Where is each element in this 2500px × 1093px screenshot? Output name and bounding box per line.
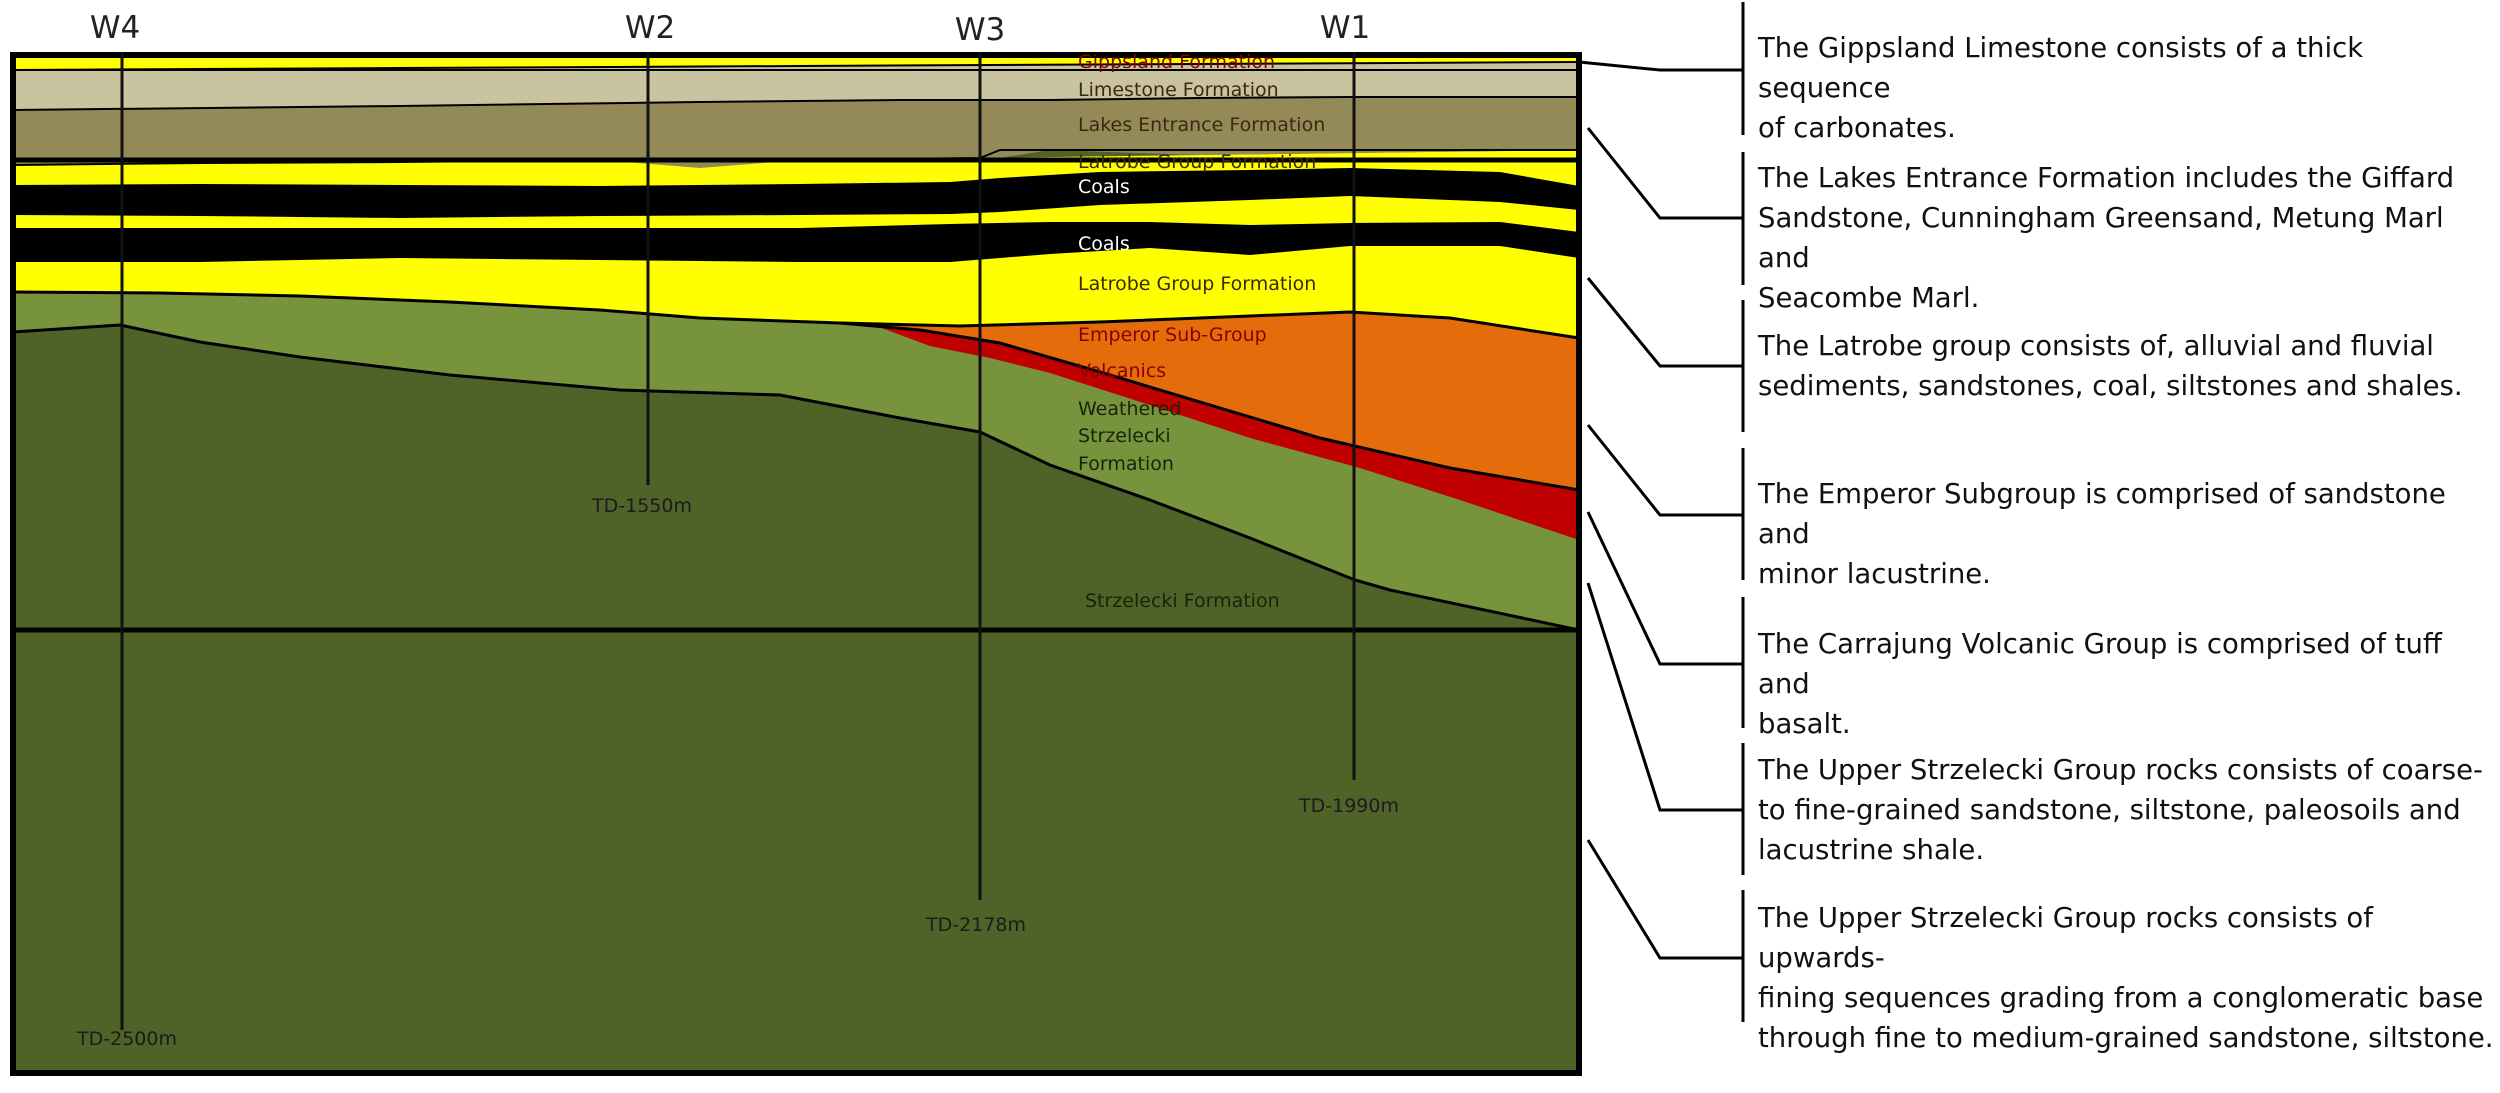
- lakes-entrance-label: Lakes Entrance Formation: [1078, 114, 1325, 136]
- description-line: The Upper Strzelecki Group rocks consist…: [1758, 902, 2373, 974]
- volcanics-layer: [860, 320, 1579, 512]
- description-latrobe-group: The Latrobe group consists of, alluvial …: [1758, 326, 2498, 406]
- weathered-label-1: Weathered: [1078, 398, 1181, 420]
- description-line: basalt.: [1758, 708, 1851, 740]
- limestone-label: Limestone Formation: [1078, 79, 1279, 101]
- description-line: The Lakes Entrance Formation includes th…: [1758, 162, 2455, 194]
- gippsland-formation-layer: [13, 55, 1579, 70]
- well-w4-label: W4: [90, 10, 140, 46]
- emperor-subgroup-layer: [840, 312, 1579, 490]
- well-w3-label: W3: [955, 12, 1005, 48]
- description-line: to fine-grained sandstone, siltstone, pa…: [1758, 794, 2461, 826]
- description-line: minor lacustrine.: [1758, 558, 1991, 590]
- description-line: fining sequences grading from a conglome…: [1758, 982, 2484, 1014]
- description-carrajung-volcanic: The Carrajung Volcanic Group is comprise…: [1758, 624, 2498, 744]
- description-gippsland-limestone: The Gippsland Limestone consists of a th…: [1758, 28, 2498, 148]
- description-line: The Emperor Subgroup is comprised of san…: [1758, 478, 2446, 550]
- description-line: sediments, sandstones, coal, siltstones …: [1758, 370, 2463, 402]
- volcanics-label: Volcanics: [1078, 360, 1166, 382]
- description-line: The Latrobe group consists of, alluvial …: [1758, 330, 2434, 362]
- weathered-label-3: Formation: [1078, 453, 1174, 475]
- section-frames: [10, 52, 1582, 1076]
- description-upper-strzelecki-2: The Upper Strzelecki Group rocks consist…: [1758, 898, 2498, 1058]
- volcanics-layer-lower: [860, 320, 1579, 540]
- description-connectors: [1578, 60, 1743, 960]
- strzelecki-label: Strzelecki Formation: [1085, 590, 1280, 612]
- coal-band-lower: [13, 222, 1579, 262]
- wells: W4 W2 W3 W1 TD-2500m TD-1550m TD-2178m T…: [76, 10, 1399, 1050]
- description-lakes-entrance: The Lakes Entrance Formation includes th…: [1758, 158, 2498, 318]
- coals-label-2: Coals: [1078, 233, 1130, 255]
- description-line: The Carrajung Volcanic Group is comprise…: [1758, 628, 2442, 700]
- description-emperor-subgroup: The Emperor Subgroup is comprised of san…: [1758, 474, 2498, 594]
- description-line: through fine to medium-grained sandstone…: [1758, 1022, 2494, 1054]
- well-w2-label: W2: [625, 10, 675, 46]
- latrobe-lower-label: Latrobe Group Formation: [1078, 273, 1316, 295]
- coal-band-upper: [13, 168, 1579, 218]
- coals-label-1: Coals: [1078, 176, 1130, 198]
- description-line: of carbonates.: [1758, 112, 1956, 144]
- well-w1-td: TD-1990m: [1298, 795, 1399, 817]
- description-line: lacustrine shale.: [1758, 834, 1985, 866]
- weathered-label-2: Strzelecki: [1078, 425, 1171, 447]
- description-line: Seacombe Marl.: [1758, 282, 1980, 314]
- well-w2-td: TD-1550m: [591, 495, 692, 517]
- well-w3-td: TD-2178m: [925, 914, 1026, 936]
- latrobe-upper-label: Latrobe Group Formation: [1078, 151, 1316, 173]
- description-line: The Gippsland Limestone consists of a th…: [1758, 32, 2364, 104]
- cross-section-diagram: W4 W2 W3 W1 TD-2500m TD-1550m TD-2178m T…: [10, 2, 1745, 1076]
- description-line: Sandstone, Cunningham Greensand, Metung …: [1758, 202, 2444, 274]
- description-upper-strzelecki-1: The Upper Strzelecki Group rocks consist…: [1758, 750, 2498, 870]
- description-line: The Upper Strzelecki Group rocks consist…: [1758, 754, 2483, 786]
- layer-labels: Gippsland Formation Limestone Formation …: [1078, 51, 1325, 612]
- gippsland-label: Gippsland Formation: [1078, 51, 1275, 73]
- emperor-label: Emperor Sub-Group: [1078, 324, 1267, 346]
- well-w4-td: TD-2500m: [76, 1028, 177, 1050]
- well-w1-label: W1: [1320, 10, 1370, 46]
